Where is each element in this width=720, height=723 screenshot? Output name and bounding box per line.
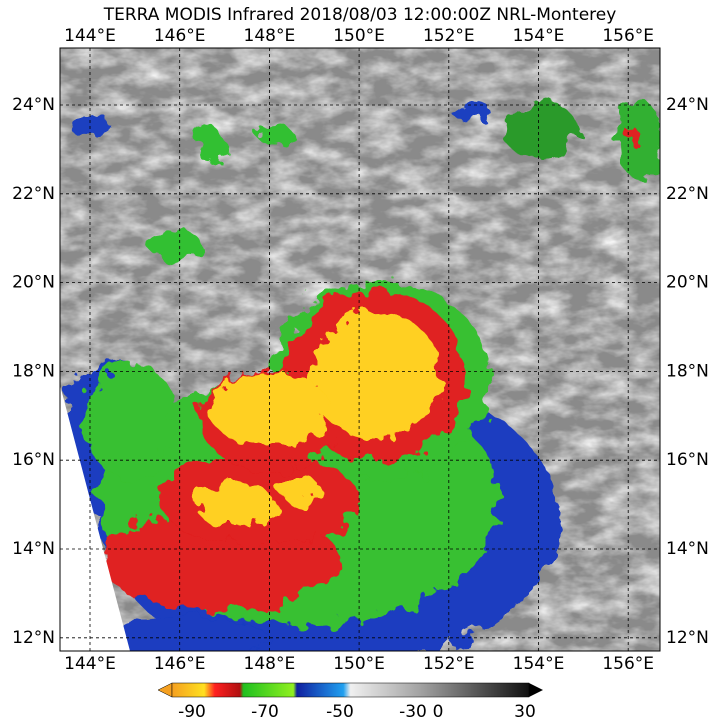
title: TERRA MODIS Infrared 2018/08/03 12:00:00… [103, 5, 617, 25]
lat-label-right: 24°N [666, 95, 709, 115]
graticule [60, 48, 660, 651]
lon-label-top: 156°E [602, 26, 654, 46]
colorbar [157, 682, 543, 698]
lon-label-top: 146°E [154, 26, 206, 46]
lon-label-bottom: 154°E [513, 654, 565, 674]
colorbar-tick-label: 30 [514, 702, 536, 722]
lat-label-left: 24°N [12, 95, 55, 115]
lat-label-right: 22°N [666, 184, 709, 204]
lon-label-top: 148°E [244, 26, 296, 46]
lat-label-right: 14°N [666, 539, 709, 559]
map-frame [59, 47, 661, 652]
colorbar-tick-label: -70 [251, 702, 279, 722]
lat-label-left: 22°N [12, 184, 55, 204]
lon-label-top: 144°E [64, 26, 116, 46]
lon-label-bottom: 148°E [244, 654, 296, 674]
lat-label-left: 16°N [12, 450, 55, 470]
lon-label-bottom: 144°E [64, 654, 116, 674]
lon-label-bottom: 156°E [602, 654, 654, 674]
colorbar-tick-label: -30 [399, 702, 427, 722]
lon-label-top: 150°E [333, 26, 385, 46]
lat-label-right: 12°N [666, 628, 709, 648]
lon-label-bottom: 152°E [423, 654, 475, 674]
colorbar-tick-label: 0 [433, 702, 444, 722]
colorbar-tick-label: -50 [326, 702, 354, 722]
lon-label-top: 152°E [423, 26, 475, 46]
lat-label-left: 18°N [12, 361, 55, 381]
satellite-image [60, 48, 660, 651]
lon-label-top: 154°E [513, 26, 565, 46]
lat-label-left: 12°N [12, 628, 55, 648]
lat-label-right: 18°N [666, 361, 709, 381]
lat-label-left: 20°N [12, 273, 55, 293]
lat-label-left: 14°N [12, 539, 55, 559]
colorbar-tick-label: -90 [178, 702, 206, 722]
lat-label-right: 20°N [666, 273, 709, 293]
lat-label-right: 16°N [666, 450, 709, 470]
lon-label-bottom: 150°E [333, 654, 385, 674]
lon-label-bottom: 146°E [154, 654, 206, 674]
